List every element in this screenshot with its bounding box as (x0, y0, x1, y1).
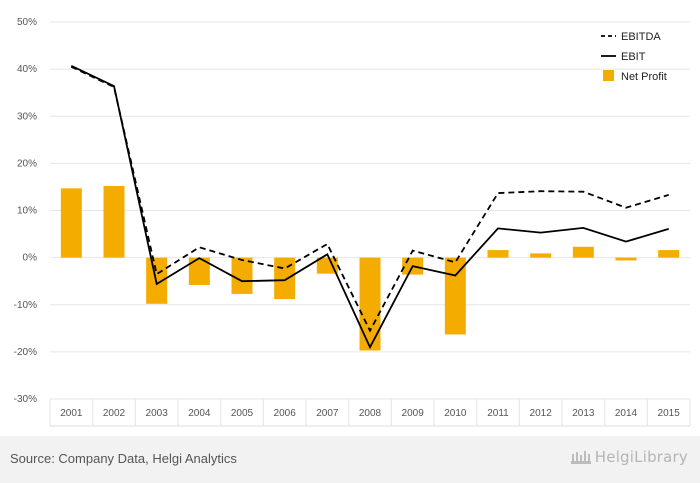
net-profit-bar[interactable] (188, 257, 210, 285)
x-tick-label: 2005 (231, 408, 254, 419)
ebit-line[interactable] (70, 64, 669, 350)
ebitda-line[interactable] (70, 65, 669, 333)
net-profit-bar[interactable] (658, 250, 680, 258)
y-tick-label: 0% (23, 253, 38, 264)
y-tick-label: 30% (17, 111, 37, 122)
net-profit-bar[interactable] (103, 185, 125, 258)
y-tick-label: -30% (14, 394, 37, 405)
chart: 50%40%30%20%10%0%-10%-20%-30% 2001 2002 20… (14, 17, 691, 427)
x-tick-label: 2006 (274, 408, 297, 419)
net-profit-bar[interactable] (231, 257, 253, 294)
source-note: Source: Company Data, Helgi Analytics (10, 451, 237, 466)
x-tick-label: 2009 (402, 408, 425, 419)
ebitda-legend-label[interactable]: EBITDA (621, 31, 661, 43)
legend[interactable]: EBITDA EBIT Net Profit (601, 31, 667, 83)
y-tick-label: 50% (17, 17, 37, 28)
net-profit-bar[interactable] (359, 257, 381, 351)
net-profit-bar[interactable] (316, 257, 338, 274)
x-tick-label: 2014 (615, 408, 638, 419)
x-tick-label: 2011 (487, 408, 509, 419)
net-profit-bar[interactable] (487, 250, 509, 258)
y-tick-label: 40% (17, 64, 37, 75)
net-profit-bar[interactable] (615, 257, 637, 261)
x-tick-label: 2002 (103, 408, 126, 419)
x-tick-label: 2015 (658, 408, 681, 419)
ebit-legend-label[interactable]: EBIT (621, 51, 646, 63)
x-tick-label: 2003 (146, 408, 169, 419)
y-tick-label: -20% (14, 347, 37, 358)
y-tick-label: 10% (17, 206, 37, 217)
x-tick-label: 2004 (188, 408, 211, 419)
net-profit-legend-swatch (603, 70, 614, 81)
brand-name: HelgiLibrary (594, 448, 688, 466)
y-tick-label: 20% (17, 158, 37, 169)
y-tick-label: -10% (14, 300, 37, 311)
x-tick-label: 2007 (316, 408, 339, 419)
footer: Source: Company Data, Helgi Analytics He… (0, 436, 700, 483)
y-axis: 50% 40% 30% 20% 10% 0% -10% -20% -30% (14, 17, 37, 405)
net-profit-bar[interactable] (572, 246, 594, 258)
x-tick-label: 2001 (60, 408, 83, 419)
net-profit-legend-label[interactable]: Net Profit (621, 71, 667, 83)
x-tick-label: 2010 (444, 408, 467, 419)
brand-logo[interactable]: HelgiLibrary (570, 448, 688, 466)
x-tick-label: 2013 (572, 408, 595, 419)
net-profit-bar[interactable] (60, 188, 82, 258)
net-profit-bar[interactable] (444, 257, 466, 335)
x-axis: 2001 2002 2003 2004 2005 2006 2007 2008 2009 2010… (49, 399, 691, 427)
net-profit-bar[interactable] (274, 257, 296, 300)
x-tick-label: 2012 (530, 408, 553, 419)
library-icon (570, 451, 591, 464)
net-profit-bar[interactable] (530, 253, 552, 258)
series-lines (70, 64, 669, 350)
x-tick-label: 2008 (359, 408, 382, 419)
